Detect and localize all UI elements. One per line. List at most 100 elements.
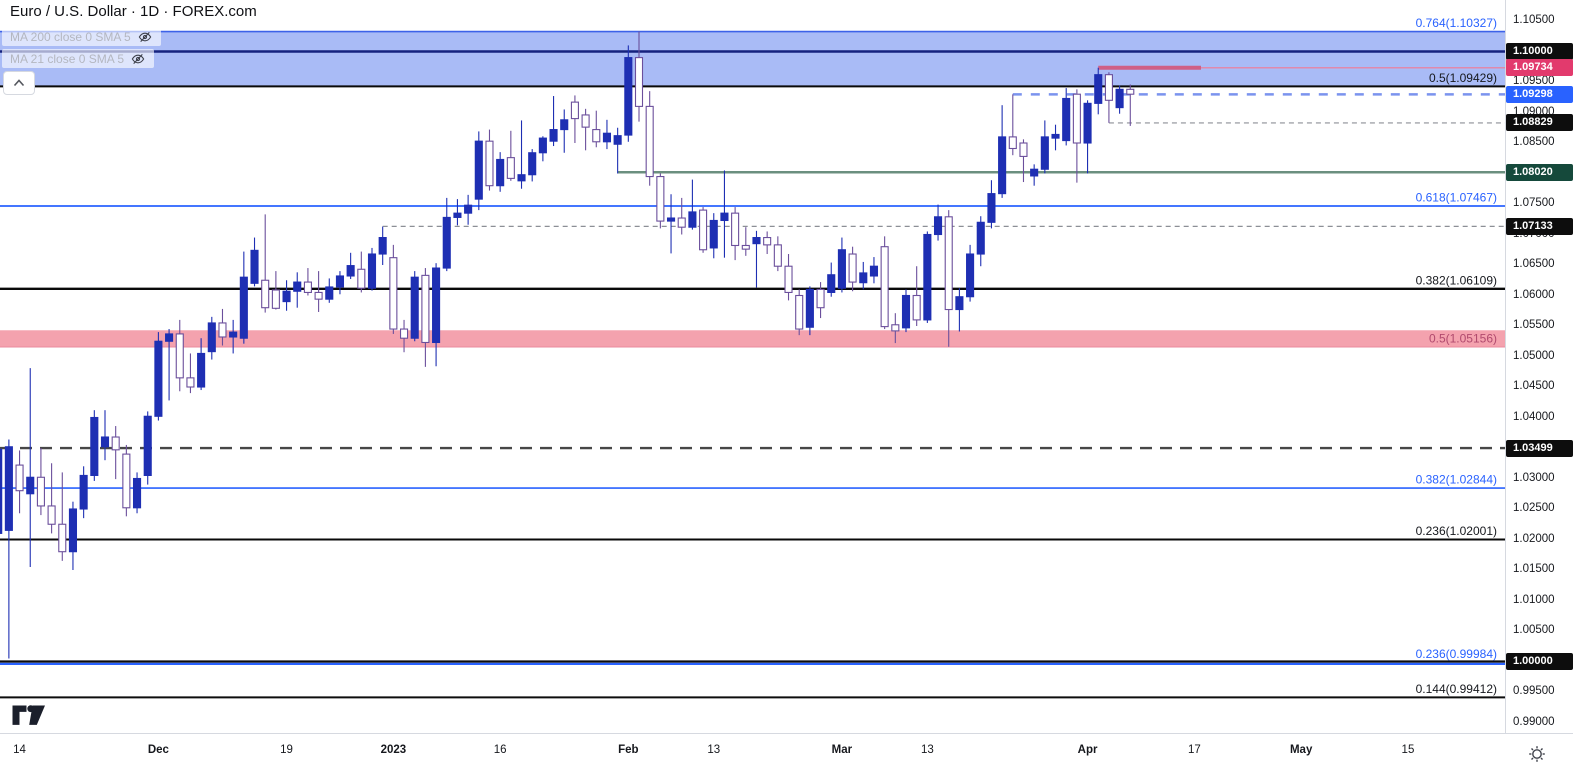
time-axis-divider [0,733,1573,734]
fib-label: 0.764(1.10327) [1416,16,1497,30]
candle [165,329,174,401]
indicator-ma21-label: MA 21 close 0 SMA 5 [10,51,125,66]
fib-label: 0.382(1.06109) [1416,273,1497,287]
candle [378,226,387,265]
candle [933,204,943,241]
candle [880,236,889,330]
candle [474,131,483,211]
collapse-legend-button[interactable] [3,71,35,95]
candle [1083,100,1092,174]
candle [367,247,377,291]
candle [1115,85,1124,114]
candle [143,411,152,485]
candle [709,213,718,259]
candle [90,410,99,481]
candle [955,288,964,332]
price-badge: 1.09734 [1506,59,1573,77]
price-axis-divider [1505,0,1506,733]
candle [239,251,248,344]
time-label: Mar [831,744,853,756]
candle [1040,120,1049,174]
price-tick: 1.05000 [1513,349,1555,362]
time-label: 14 [13,744,26,756]
candle [68,501,78,570]
price-tick: 1.09500 [1513,75,1555,87]
fib-label: 0.382(1.02844) [1416,473,1497,487]
candle [549,96,558,147]
candle [634,31,644,122]
fib-label: 0.144(0.99412) [1416,682,1497,696]
indicator-legend-ma21[interactable]: MA 21 close 0 SMA 5 [2,49,155,68]
candle [485,129,494,191]
candle [976,216,985,267]
candle [570,95,579,143]
candle [966,244,975,302]
candle [335,271,345,295]
candle [58,472,67,561]
candle [795,289,804,336]
eye-hidden-icon[interactable] [137,29,153,45]
price-tick: 1.02000 [1513,532,1555,545]
candle [218,308,227,346]
candle [720,170,729,258]
candle [261,214,270,313]
price-tick: 1.07500 [1513,197,1555,209]
candle [592,110,601,148]
price-badge: 1.07133 [1506,217,1573,235]
price-tick: 1.08500 [1513,136,1555,148]
candle [827,262,836,297]
time-label: 13 [707,744,721,756]
price-badge: 1.00000 [1506,653,1573,670]
candle [517,120,526,189]
time-label: Apr [1077,744,1098,756]
candle [752,230,761,288]
eye-hidden-icon[interactable] [130,51,146,67]
candle [912,266,921,326]
indicator-ma200-label: MA 200 close 0 SMA 5 [10,29,131,44]
candle [36,448,45,516]
candle [805,286,814,336]
candle [901,289,911,333]
candle [581,108,590,151]
tradingview-logo[interactable] [12,705,46,726]
candle [175,319,184,392]
candle [389,244,398,334]
candle [4,439,13,659]
price-axis[interactable]: 1.105001.095001.090001.085001.075001.070… [1506,0,1573,733]
price-badge: 1.08020 [1506,163,1573,181]
candle [763,231,772,255]
candle [613,127,622,174]
time-label: May [1289,744,1313,756]
fib-label: 0.5(1.09429) [1429,71,1497,85]
price-tick: 0.99500 [1513,685,1555,697]
time-label: Dec [147,744,169,756]
time-axis[interactable]: 14 Dec 19 2023 16 Feb 13 Mar 13 Apr 17 May 15 [0,734,1573,765]
candle [496,152,505,192]
price-badge: 1.08829 [1506,114,1573,132]
price-badge: 1.03499 [1506,439,1573,457]
indicator-legend-ma200[interactable]: MA 200 close 0 SMA 5 [2,27,161,46]
candlestick-chart-canvas[interactable]: 0.764(1.10327) 0.5(1.09429) 0.618(1.07467)… [0,0,1505,733]
time-label: 16 [493,744,507,756]
candle [1126,84,1135,126]
price-tick: 1.01000 [1513,593,1555,606]
candle [1062,88,1071,146]
candle [1019,139,1028,183]
candle [421,268,430,367]
candle [987,180,996,229]
symbol-title[interactable]: Euro / U.S. Dollar · 1D · FOREX.com [10,3,257,20]
candle [677,197,686,235]
candle [699,207,708,253]
candle [741,227,750,256]
time-label: Feb [618,744,639,756]
candle [186,353,195,394]
candle [79,466,88,519]
price-tick: 1.00500 [1513,624,1555,636]
candle [1051,124,1060,151]
candle [506,130,515,181]
support-zone [0,330,1505,347]
candle [891,313,900,344]
time-label: 2023 [380,744,407,756]
settings-gear-icon[interactable] [1528,745,1546,763]
